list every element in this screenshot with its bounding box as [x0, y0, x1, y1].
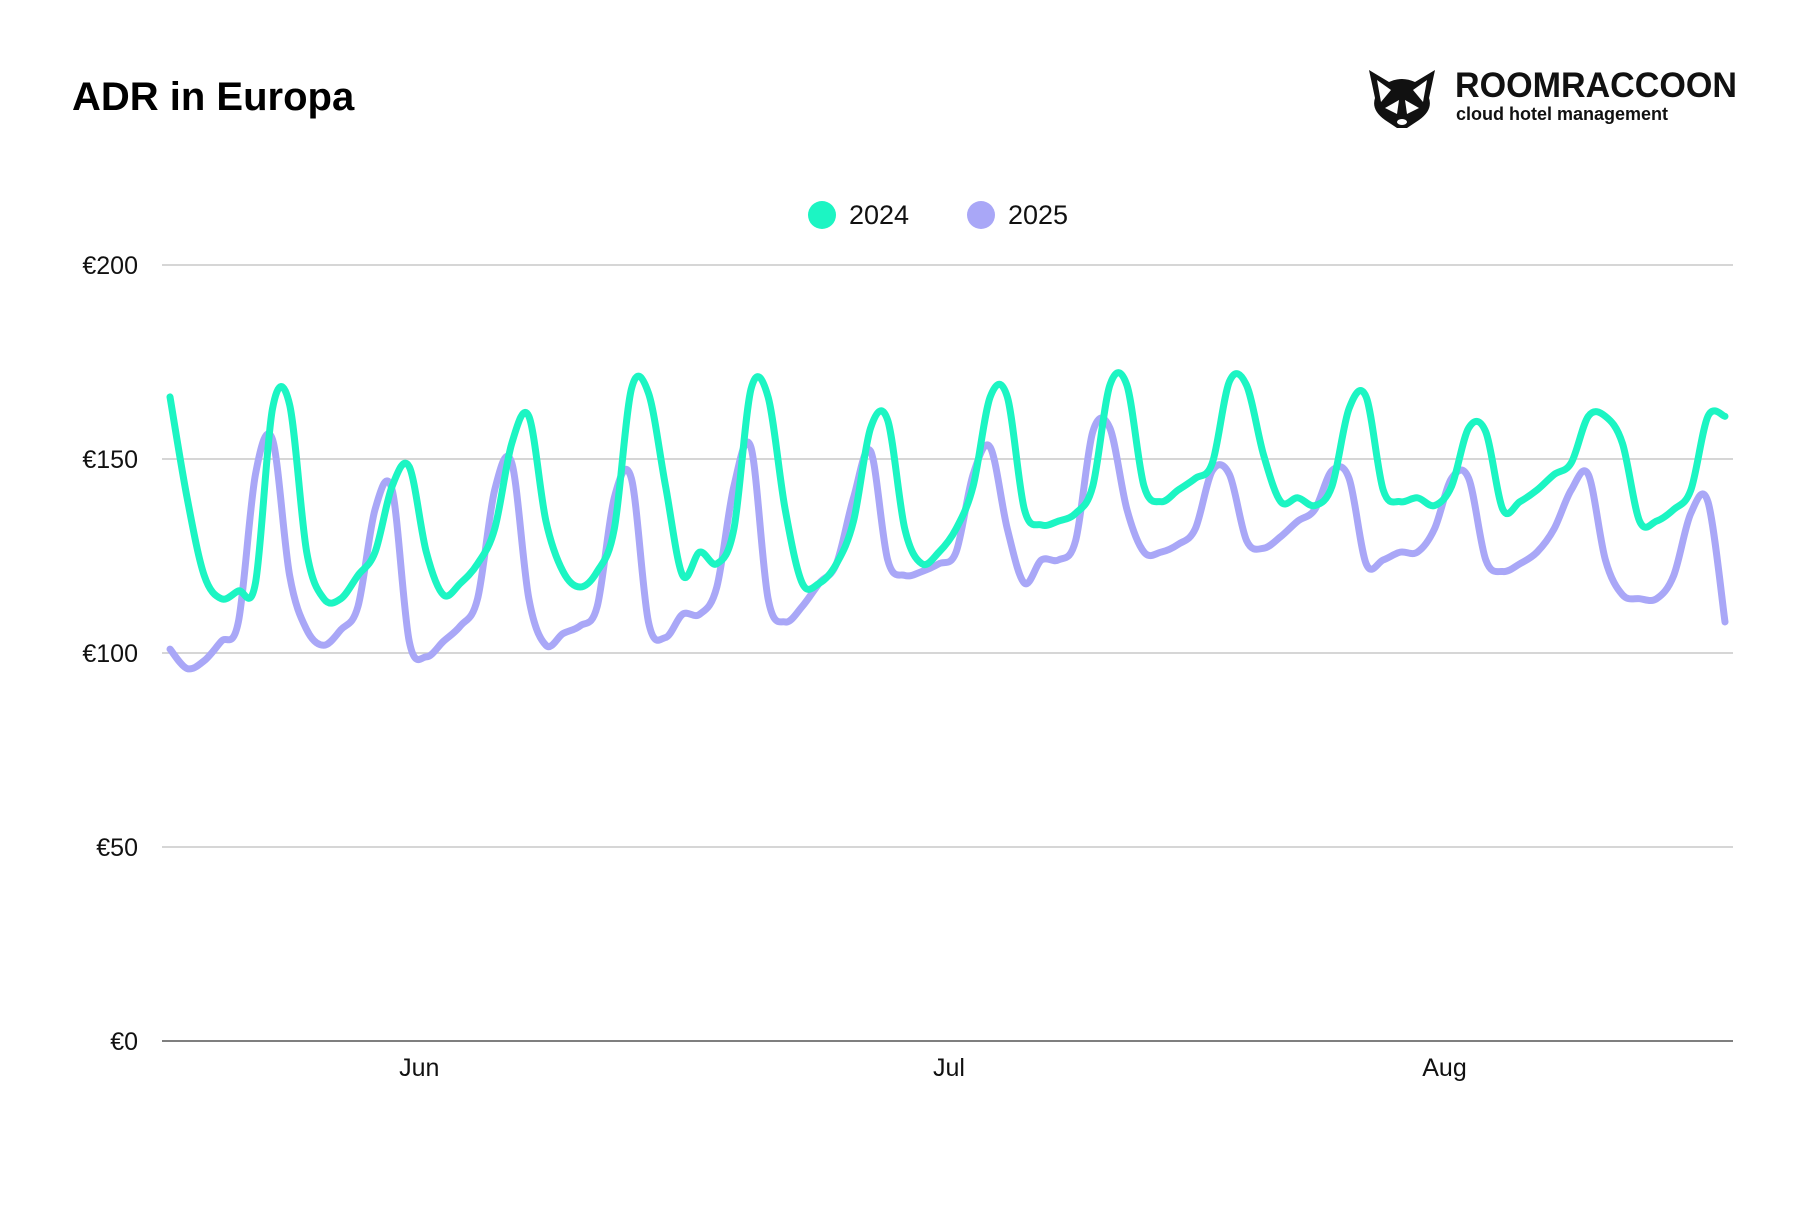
logo-tagline: cloud hotel management — [1456, 104, 1668, 124]
gridlines — [162, 264, 1733, 1042]
legend: 2024 2025 — [808, 200, 1068, 230]
x-axis-ticks: Jun Jul Aug — [399, 1054, 1467, 1082]
chart-title: ADR in Europa — [72, 75, 355, 119]
logo-brand: ROOMRACCOON — [1455, 66, 1737, 105]
x-tick-label: Aug — [1422, 1054, 1466, 1082]
y-tick-label: €150 — [82, 446, 138, 474]
legend-marker-2024 — [808, 201, 836, 229]
series-line-2025 — [166, 414, 1729, 673]
legend-marker-2025 — [967, 201, 995, 229]
raccoon-logo-icon — [1369, 70, 1435, 128]
y-tick-label: €0 — [110, 1028, 138, 1056]
legend-label-2024: 2024 — [849, 200, 909, 230]
y-tick-label: €100 — [82, 640, 138, 668]
series-lines — [166, 369, 1729, 673]
legend-label-2025: 2025 — [1008, 200, 1068, 230]
x-tick-label: Jul — [933, 1054, 965, 1082]
x-tick-label: Jun — [399, 1054, 439, 1082]
y-axis-ticks: €0 €50 €100 €150 €200 — [82, 252, 138, 1056]
logo: ROOMRACCOON cloud hotel management — [1369, 66, 1737, 128]
y-tick-label: €200 — [82, 252, 138, 280]
y-tick-label: €50 — [96, 834, 138, 862]
series-line-2024 — [166, 369, 1729, 607]
